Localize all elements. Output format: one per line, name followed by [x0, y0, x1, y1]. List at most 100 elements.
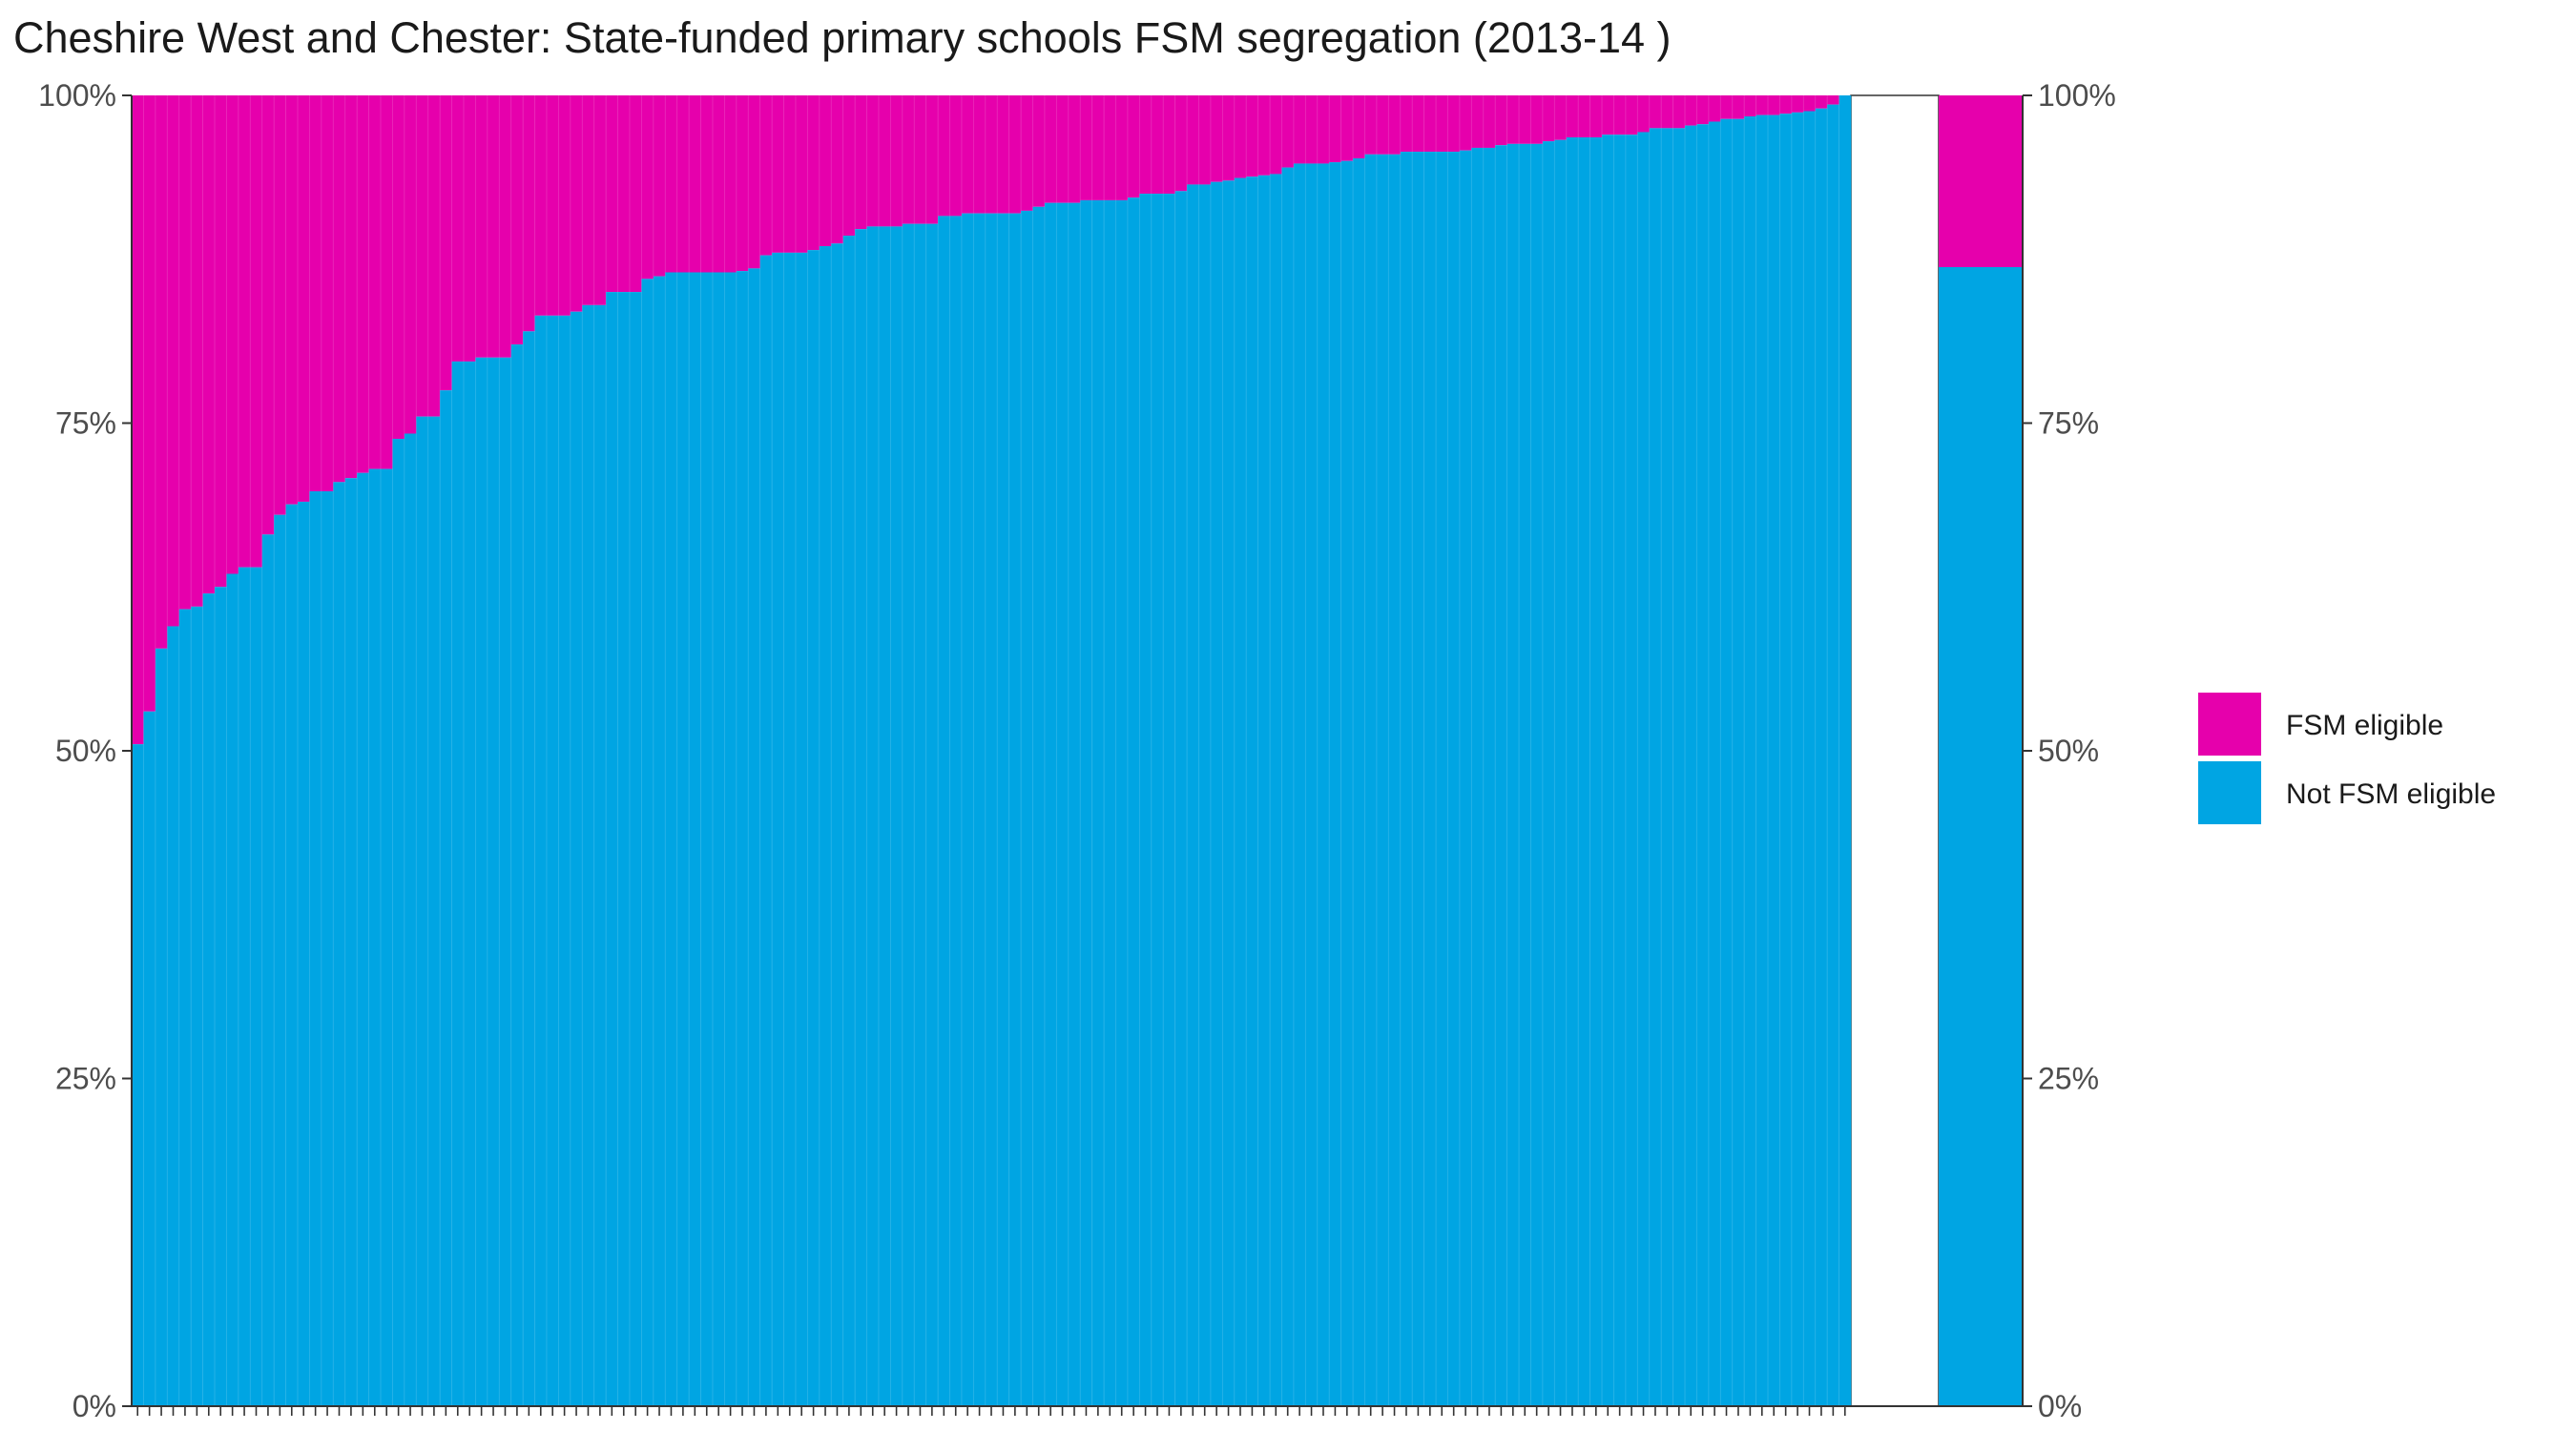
y-tick-label-left: 25%	[55, 1062, 116, 1096]
not-fsm-bar	[1661, 128, 1673, 1407]
fsm-bar	[1649, 95, 1662, 129]
y-tick-label-right: 0%	[2038, 1389, 2082, 1423]
not-fsm-bar	[155, 648, 168, 1406]
not-fsm-bar	[689, 272, 701, 1406]
not-fsm-bar	[392, 438, 405, 1406]
fsm-bar	[499, 95, 511, 358]
not-fsm-bar	[1127, 197, 1140, 1406]
fsm-bar	[617, 95, 631, 293]
not-fsm-bar	[1400, 152, 1413, 1406]
not-fsm-bar	[914, 223, 926, 1407]
fsm-bar	[1139, 95, 1153, 195]
legend-label: Not FSM eligible	[2286, 778, 2496, 810]
not-fsm-bar	[510, 344, 524, 1406]
fsm-bar	[1021, 95, 1033, 211]
not-fsm-bar	[1613, 135, 1627, 1407]
not-fsm-bar	[132, 744, 144, 1406]
not-fsm-bar	[1483, 147, 1496, 1407]
not-fsm-bar	[1234, 177, 1247, 1406]
not-fsm-bar	[1685, 125, 1697, 1406]
not-fsm-bar	[143, 711, 156, 1406]
fsm-bar	[641, 95, 654, 280]
fsm-bar	[712, 95, 725, 273]
fsm-bar	[475, 95, 488, 358]
not-fsm-bar	[523, 331, 535, 1406]
not-fsm-bar	[1839, 95, 1852, 1406]
fsm-bar	[1685, 95, 1697, 126]
not-fsm-bar	[1340, 160, 1354, 1407]
not-fsm-bar	[1293, 163, 1306, 1406]
not-fsm-bar	[1281, 167, 1295, 1406]
not-fsm-bar	[1388, 154, 1402, 1407]
fsm-bar	[1637, 95, 1651, 133]
not-fsm-bar	[534, 315, 548, 1406]
fsm-bar	[925, 95, 939, 224]
fsm-bar	[914, 95, 926, 224]
not-fsm-bar	[1210, 181, 1223, 1407]
not-fsm-bar	[665, 272, 677, 1406]
not-fsm-bar	[202, 593, 216, 1406]
not-fsm-bar	[1495, 145, 1507, 1406]
fsm-bar	[878, 95, 891, 227]
fsm-bar	[1803, 95, 1817, 112]
not-fsm-bar	[997, 213, 1009, 1406]
fsm-bar	[1210, 95, 1223, 182]
fsm-bar	[1340, 95, 1354, 161]
fsm-bar	[1174, 95, 1188, 192]
not-fsm-bar	[1068, 202, 1081, 1407]
not-fsm-bar	[949, 216, 963, 1407]
not-fsm-bar	[226, 573, 239, 1406]
fsm-bar	[653, 95, 666, 277]
not-fsm-bar	[736, 271, 749, 1407]
fsm-bar	[1412, 95, 1424, 153]
fsm-bar	[748, 95, 760, 269]
fsm-bar	[167, 95, 180, 627]
fsm-bar	[392, 95, 405, 439]
not-fsm-bar	[617, 292, 631, 1407]
fsm-bar	[1234, 95, 1247, 178]
fsm-bar	[831, 95, 843, 244]
legend-swatch	[2198, 693, 2261, 756]
not-fsm-bar	[772, 252, 784, 1406]
not-fsm-bar	[368, 468, 382, 1407]
not-fsm-bar	[1649, 128, 1662, 1407]
fsm-bar	[510, 95, 524, 345]
not-fsm-bar	[1270, 174, 1282, 1407]
y-tick-label-left: 100%	[38, 78, 116, 113]
fsm-bar	[463, 95, 476, 362]
fsm-bar	[321, 95, 334, 491]
fsm-bar	[1376, 95, 1389, 155]
not-fsm-bar	[724, 272, 737, 1406]
not-fsm-bar	[1542, 141, 1555, 1407]
fsm-bar	[155, 95, 168, 649]
fsm-bar	[1744, 95, 1756, 116]
not-fsm-bar	[1791, 112, 1804, 1406]
fsm-bar	[238, 95, 251, 568]
not-fsm-bar	[357, 472, 369, 1406]
not-fsm-bar	[985, 213, 998, 1406]
not-fsm-bar	[1257, 175, 1271, 1407]
fsm-bar	[997, 95, 1009, 214]
not-fsm-bar	[1198, 184, 1212, 1406]
not-fsm-bar	[759, 255, 773, 1407]
not-fsm-bar	[1803, 111, 1817, 1406]
fsm-bar	[178, 95, 192, 610]
fsm-bar	[1068, 95, 1081, 203]
fsm-bar	[357, 95, 369, 473]
not-fsm-bar	[1080, 199, 1092, 1406]
not-fsm-bar	[606, 292, 618, 1407]
fsm-bar	[1471, 95, 1485, 148]
y-tick-label-left: 75%	[55, 406, 116, 441]
fsm-bar	[1281, 95, 1295, 168]
fsm-bar	[949, 95, 963, 217]
fsm-bar	[1589, 95, 1603, 137]
not-fsm-bar	[1459, 150, 1472, 1406]
not-fsm-bar	[333, 482, 345, 1407]
not-fsm-bar	[1744, 115, 1756, 1406]
not-fsm-bar	[1768, 114, 1780, 1407]
legend-label: FSM eligible	[2286, 710, 2443, 741]
not-fsm-bar	[1044, 202, 1057, 1407]
fsm-bar	[1305, 95, 1319, 164]
fsm-bar	[1104, 95, 1116, 200]
